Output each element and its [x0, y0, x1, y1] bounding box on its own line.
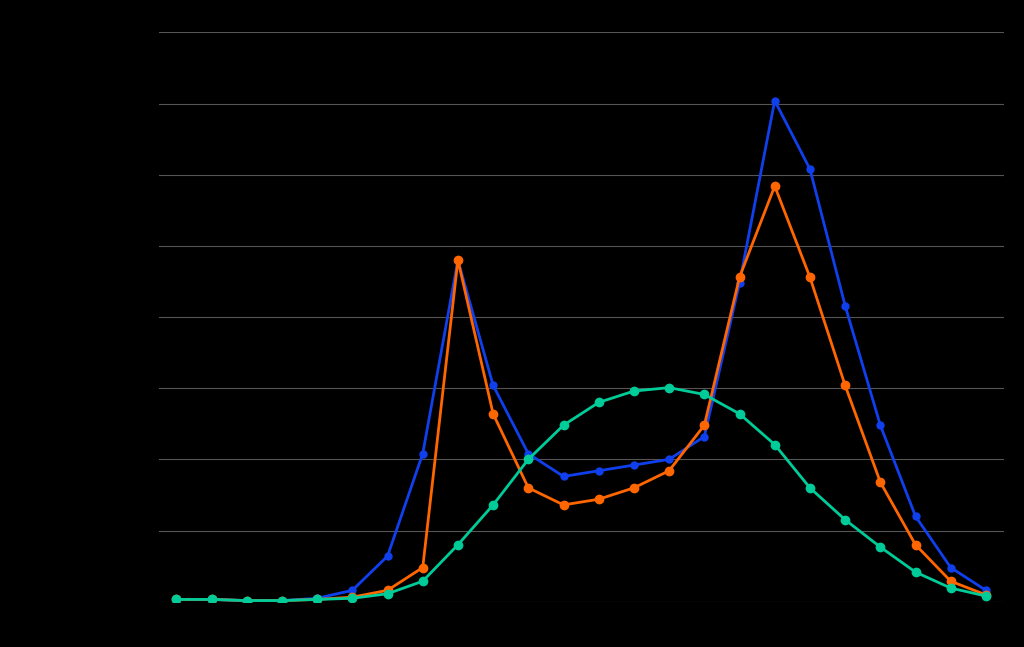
- Legend: : [297, 107, 305, 116]
